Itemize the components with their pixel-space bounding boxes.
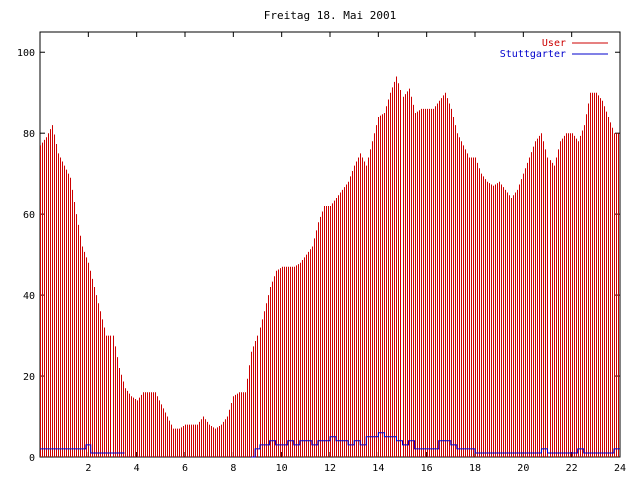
stuttgarter-line [251,432,620,458]
x-axis-labels: 2 4 6 8 10 12 14 16 18 20 22 24 [85,463,626,474]
series-user [40,76,619,457]
y-tick-label: 100 [17,48,35,59]
legend: User Stuttgarter [500,38,608,60]
x-tick-label: 14 [372,463,384,474]
x-tick-label: 10 [276,463,288,474]
y-axis-labels: 0 20 40 60 80 100 [17,48,35,464]
y-tick-label: 40 [23,291,35,302]
y-tick-label: 80 [23,129,35,140]
y-tick-label: 0 [29,453,35,464]
x-tick-label: 12 [324,463,336,474]
x-tick-label: 18 [469,463,481,474]
stuttgarter-line [40,444,125,454]
chart-title: Freitag 18. Mai 2001 [264,9,396,22]
x-tick-label: 8 [230,463,236,474]
x-tick-label: 2 [85,463,91,474]
legend-label-stuttgarter: Stuttgarter [500,49,566,60]
y-tick-label: 60 [23,210,35,221]
series-stuttgarter [40,432,620,458]
x-tick-label: 6 [182,463,188,474]
x-tick-label: 4 [134,463,140,474]
x-tick-label: 20 [517,463,529,474]
legend-label-user: User [542,38,566,49]
x-tick-label: 22 [566,463,578,474]
y-tick-label: 20 [23,372,35,383]
x-tick-label: 24 [614,463,626,474]
x-tick-label: 16 [421,463,433,474]
